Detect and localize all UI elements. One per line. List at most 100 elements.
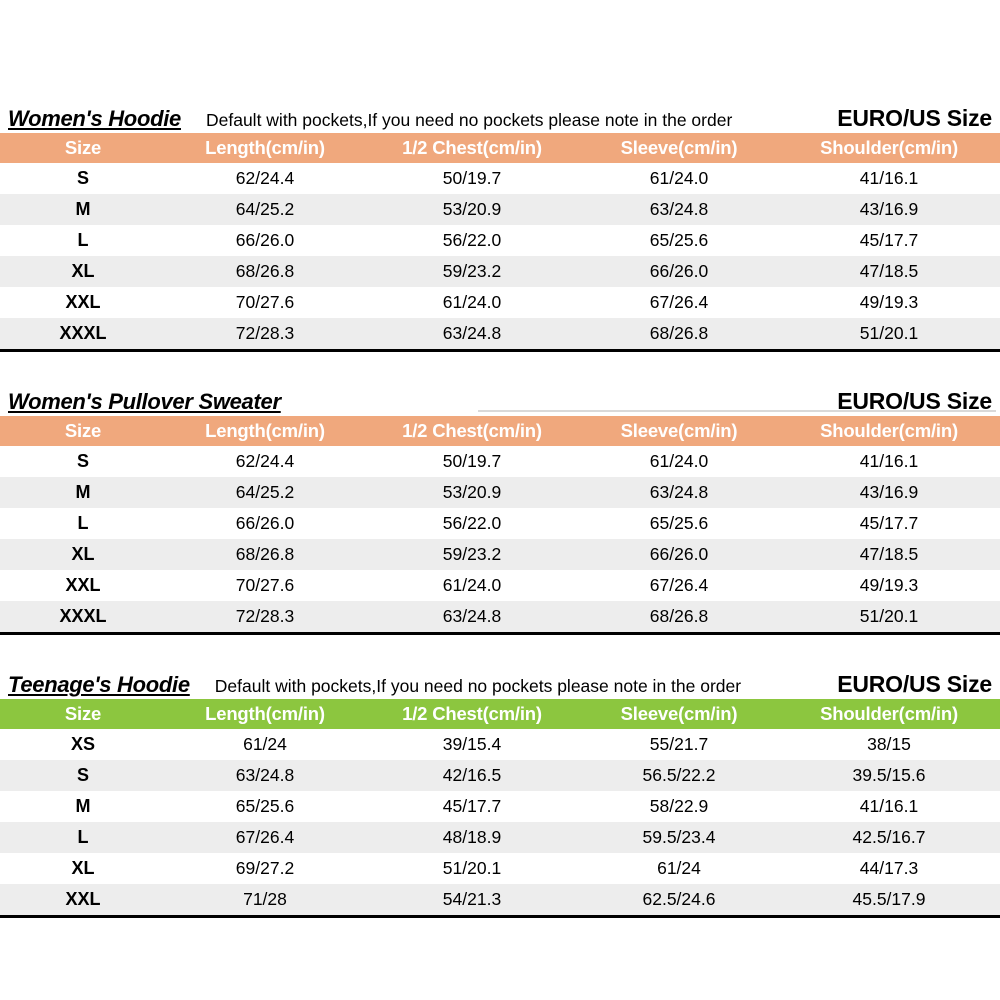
measurement-cell: 61/24.0 xyxy=(442,575,502,595)
measurement-cell: 63/24.8 xyxy=(442,323,502,343)
measurement-cell: 41/16.1 xyxy=(859,168,919,188)
column-header-shoulder: Shoulder(cm/in) xyxy=(778,416,1000,446)
measurement-cell: 49/19.3 xyxy=(859,575,919,595)
table-header: Size Length(cm/in) 1/2 Chest(cm/in) Slee… xyxy=(0,133,1000,163)
column-header-length: Length(cm/in) xyxy=(166,133,364,163)
size-cell: XXXL xyxy=(59,606,107,626)
measurement-cell: 61/24.0 xyxy=(442,292,502,312)
table-row: XXL 71/28 54/21.3 62.5/24.6 45.5/17.9 xyxy=(0,884,1000,917)
measurement-cell: 49/19.3 xyxy=(859,292,919,312)
measurement-cell: 72/28.3 xyxy=(235,323,295,343)
column-header-chest: 1/2 Chest(cm/in) xyxy=(364,416,580,446)
table-row: L 66/26.0 56/22.0 65/25.6 45/17.7 xyxy=(0,508,1000,539)
table-header: Size Length(cm/in) 1/2 Chest(cm/in) Slee… xyxy=(0,699,1000,729)
table-row: XL 68/26.8 59/23.2 66/26.0 47/18.5 xyxy=(0,256,1000,287)
table-row: M 64/25.2 53/20.9 63/24.8 43/16.9 xyxy=(0,194,1000,225)
column-header-chest: 1/2 Chest(cm/in) xyxy=(364,133,580,163)
table-row: S 63/24.8 42/16.5 56.5/22.2 39.5/15.6 xyxy=(0,760,1000,791)
measurement-cell: 68/26.8 xyxy=(649,323,709,343)
measurement-cell: 66/26.0 xyxy=(235,230,295,250)
measurement-cell: 64/25.2 xyxy=(235,199,295,219)
table-note: Default with pockets,If you need no pock… xyxy=(205,110,733,130)
table-row: S 62/24.4 50/19.7 61/24.0 41/16.1 xyxy=(0,163,1000,194)
measurement-cell: 50/19.7 xyxy=(442,168,502,188)
measurement-cell: 70/27.6 xyxy=(235,575,295,595)
column-header-size: Size xyxy=(0,699,166,729)
measurement-cell: 42/16.5 xyxy=(442,765,502,785)
measurement-cell: 63/24.8 xyxy=(442,606,502,626)
size-table: Size Length(cm/in) 1/2 Chest(cm/in) Slee… xyxy=(0,699,1000,918)
measurement-cell: 66/26.0 xyxy=(649,261,709,281)
measurement-cell: 39.5/15.6 xyxy=(852,765,926,785)
measurement-cell: 51/20.1 xyxy=(859,606,919,626)
size-cell: XL xyxy=(71,261,95,281)
measurement-cell: 61/24.0 xyxy=(649,168,709,188)
measurement-cell: 68/26.8 xyxy=(235,544,295,564)
measurement-cell: 65/25.6 xyxy=(235,796,295,816)
measurement-cell: 47/18.5 xyxy=(859,261,919,281)
column-header-chest: 1/2 Chest(cm/in) xyxy=(364,699,580,729)
size-table: Size Length(cm/in) 1/2 Chest(cm/in) Slee… xyxy=(0,133,1000,352)
measurement-cell: 55/21.7 xyxy=(649,734,709,754)
size-cell: XXXL xyxy=(59,323,107,343)
column-header-size: Size xyxy=(0,416,166,446)
size-cell: L xyxy=(77,827,89,847)
table-body: S 62/24.4 50/19.7 61/24.0 41/16.1 M 64/25.2 53/… xyxy=(0,446,1000,634)
size-cell: XXL xyxy=(65,575,101,595)
table-title-row: Women's Hoodie Default with pockets,If y… xyxy=(0,105,1000,133)
measurement-cell: 66/26.0 xyxy=(649,544,709,564)
size-cell: S xyxy=(76,765,89,785)
size-cell: S xyxy=(76,451,89,471)
measurement-cell: 72/28.3 xyxy=(235,606,295,626)
size-cell: XL xyxy=(71,858,95,878)
measurement-cell: 62/24.4 xyxy=(235,451,295,471)
measurement-cell: 67/26.4 xyxy=(649,575,709,595)
measurement-cell: 58/22.9 xyxy=(649,796,709,816)
measurement-cell: 56/22.0 xyxy=(442,513,502,533)
size-standard-label: EURO/US Size xyxy=(837,671,992,697)
measurement-cell: 70/27.6 xyxy=(235,292,295,312)
header-row: Size Length(cm/in) 1/2 Chest(cm/in) Slee… xyxy=(0,416,1000,446)
size-cell: XS xyxy=(70,734,95,754)
table-row: S 62/24.4 50/19.7 61/24.0 41/16.1 xyxy=(0,446,1000,477)
measurement-cell: 54/21.3 xyxy=(442,889,502,909)
table-header: Size Length(cm/in) 1/2 Chest(cm/in) Slee… xyxy=(0,416,1000,446)
measurement-cell: 45/17.7 xyxy=(442,796,502,816)
measurement-cell: 67/26.4 xyxy=(235,827,295,847)
measurement-cell: 41/16.1 xyxy=(859,796,919,816)
measurement-cell: 43/16.9 xyxy=(859,482,919,502)
measurement-cell: 63/24.8 xyxy=(235,765,295,785)
table-body: XS 61/24 39/15.4 55/21.7 38/15 S 63/24.8 42/16.… xyxy=(0,729,1000,917)
header-row: Size Length(cm/in) 1/2 Chest(cm/in) Slee… xyxy=(0,133,1000,163)
measurement-cell: 59.5/23.4 xyxy=(642,827,716,847)
table-row: XXL 70/27.6 61/24.0 67/26.4 49/19.3 xyxy=(0,570,1000,601)
table-row: XXXL 72/28.3 63/24.8 68/26.8 51/20.1 xyxy=(0,318,1000,351)
table-title-row: Teenage's Hoodie Default with pockets,If… xyxy=(0,671,1000,699)
measurement-cell: 39/15.4 xyxy=(442,734,502,754)
table-body: S 62/24.4 50/19.7 61/24.0 41/16.1 M 64/25.2 53/… xyxy=(0,163,1000,351)
size-table: Size Length(cm/in) 1/2 Chest(cm/in) Slee… xyxy=(0,416,1000,635)
table-note: Default with pockets,If you need no pock… xyxy=(214,676,742,696)
size-cell: L xyxy=(77,230,89,250)
size-cell: XXL xyxy=(65,292,101,312)
table-title: Teenage's Hoodie xyxy=(8,672,190,697)
size-table-section-teenages-hoodie: Teenage's Hoodie Default with pockets,If… xyxy=(0,671,1000,918)
measurement-cell: 63/24.8 xyxy=(649,482,709,502)
column-header-sleeve: Sleeve(cm/in) xyxy=(580,699,778,729)
size-table-section-womens-pullover-sweater: Women's Pullover Sweater EURO/US Size Si… xyxy=(0,388,1000,635)
table-row: L 67/26.4 48/18.9 59.5/23.4 42.5/16.7 xyxy=(0,822,1000,853)
measurement-cell: 66/26.0 xyxy=(235,513,295,533)
column-header-shoulder: Shoulder(cm/in) xyxy=(778,133,1000,163)
table-row: M 64/25.2 53/20.9 63/24.8 43/16.9 xyxy=(0,477,1000,508)
size-standard-label: EURO/US Size xyxy=(837,105,992,131)
size-cell: XXL xyxy=(65,889,101,909)
measurement-cell: 65/25.6 xyxy=(649,513,709,533)
column-header-length: Length(cm/in) xyxy=(166,699,364,729)
column-header-shoulder: Shoulder(cm/in) xyxy=(778,699,1000,729)
measurement-cell: 68/26.8 xyxy=(649,606,709,626)
measurement-cell: 67/26.4 xyxy=(649,292,709,312)
measurement-cell: 45/17.7 xyxy=(859,513,919,533)
size-cell: M xyxy=(75,482,91,502)
measurement-cell: 44/17.3 xyxy=(859,858,919,878)
measurement-cell: 68/26.8 xyxy=(235,261,295,281)
